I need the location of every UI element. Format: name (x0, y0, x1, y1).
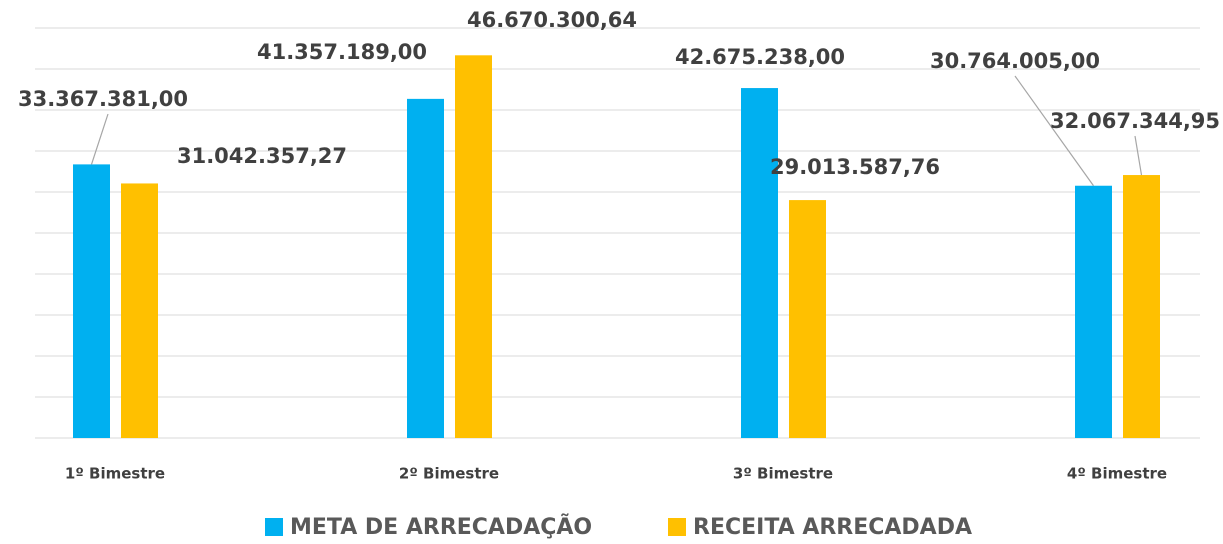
bar (73, 164, 110, 438)
bar (741, 88, 778, 438)
legend-label: META DE ARRECADAÇÃO (290, 514, 592, 540)
bar (1123, 175, 1160, 438)
bar (455, 55, 492, 439)
leader-line (1134, 135, 1143, 176)
bar (121, 183, 158, 438)
x-tick-label: 1º Bimestre (65, 465, 165, 483)
data-label: 29.013.587,76 (770, 155, 940, 179)
x-tick-label: 2º Bimestre (399, 465, 499, 483)
data-label: 31.042.357,27 (177, 144, 347, 168)
legend-swatch (668, 518, 686, 536)
bar (1075, 185, 1112, 438)
bar (789, 200, 826, 438)
x-tick-label: 4º Bimestre (1067, 465, 1167, 483)
x-tick-label: 3º Bimestre (733, 465, 833, 483)
leader-line (90, 113, 109, 165)
data-label: 30.764.005,00 (930, 49, 1100, 73)
legend-swatch (265, 518, 283, 536)
data-label: 41.357.189,00 (257, 40, 427, 64)
bar (407, 98, 444, 439)
leader-line (1014, 75, 1094, 187)
data-label: 32.067.344,95 (1050, 109, 1220, 133)
data-label: 46.670.300,64 (467, 8, 637, 32)
data-label: 42.675.238,00 (675, 45, 845, 69)
legend-label: RECEITA ARRECADADA (693, 515, 972, 540)
data-label: 33.367.381,00 (18, 87, 188, 111)
